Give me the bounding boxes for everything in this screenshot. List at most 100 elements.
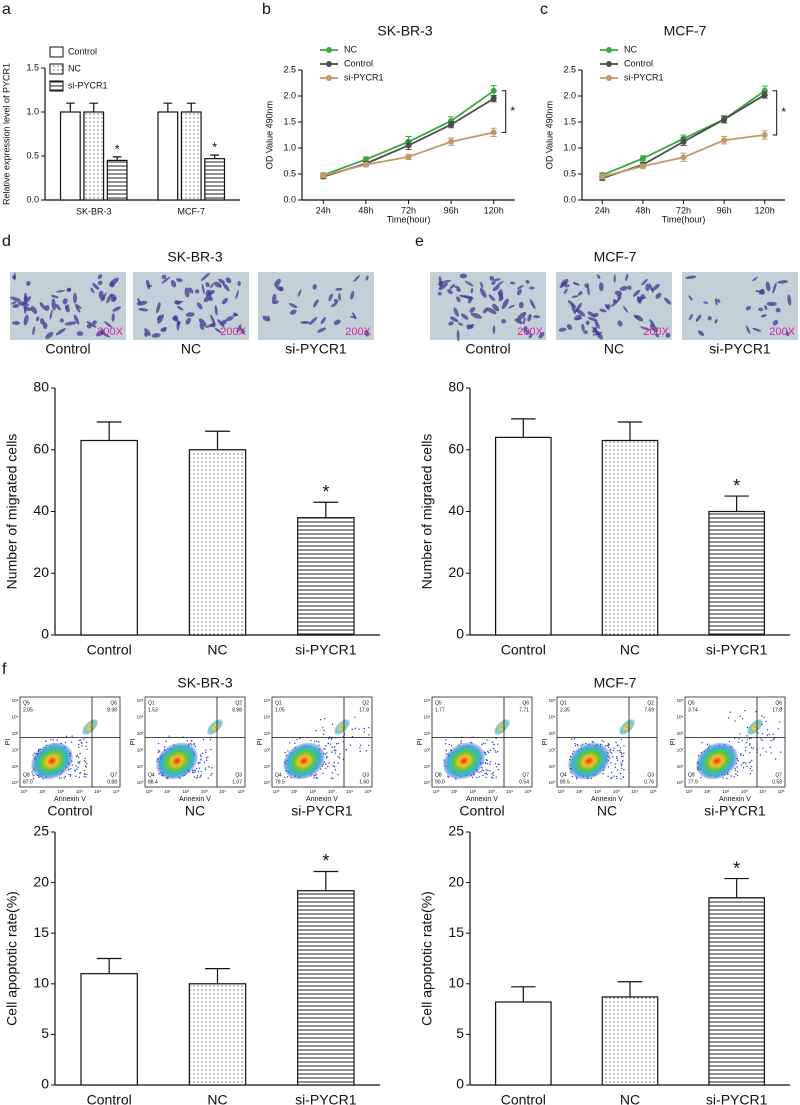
y-tick-label: 60: [33, 440, 49, 456]
event: [480, 771, 482, 773]
event: [193, 769, 195, 771]
cell: [289, 309, 297, 315]
cell: [210, 282, 214, 289]
event: [193, 744, 195, 746]
quadrant-value: 1.07: [232, 779, 242, 785]
cell: [482, 307, 489, 314]
event: [620, 753, 623, 755]
event: [766, 734, 769, 736]
event: [78, 762, 80, 764]
y-tick-label: 15: [448, 924, 464, 940]
event: [762, 747, 764, 749]
y-tick-label: 0.0: [563, 194, 576, 204]
event: [76, 768, 78, 770]
event: [64, 775, 66, 778]
event: [325, 757, 328, 759]
bar: [297, 517, 355, 636]
cell: [59, 318, 64, 323]
quadrant-name: Q7: [522, 772, 529, 778]
y-tick-label: 40: [448, 502, 464, 518]
event: [770, 752, 772, 754]
event: [748, 737, 751, 740]
cell: [45, 331, 54, 339]
event: [617, 745, 619, 747]
x-tick-label: si-PYCR1: [706, 642, 768, 658]
event: [728, 740, 731, 743]
y-tick-label: 5: [456, 1025, 464, 1041]
y-tick-label: 10⁴: [677, 715, 684, 720]
quadrant-value: 0.88: [107, 779, 117, 785]
x-tick-label: 10¹: [39, 789, 46, 794]
quadrant-value: 87.0: [23, 779, 33, 785]
cell: [10, 296, 21, 302]
image-label: si-PYCR1: [285, 341, 347, 357]
cell: [501, 318, 507, 324]
event: [65, 735, 68, 738]
event: [197, 763, 199, 765]
cell: [353, 275, 360, 283]
cell: [176, 320, 180, 331]
marker: [761, 91, 768, 98]
event: [78, 743, 80, 746]
event: [310, 739, 312, 742]
y-axis-label: Number of migrated cells: [4, 434, 20, 590]
event: [68, 768, 70, 771]
event: [478, 771, 480, 774]
bar: [297, 890, 355, 1086]
event: [495, 776, 498, 779]
event: [484, 752, 487, 754]
cell: [331, 302, 337, 308]
quadrant-name: Q5: [435, 700, 442, 706]
event: [196, 775, 199, 777]
error-bar: [511, 418, 536, 438]
event: [200, 775, 202, 777]
y-axis-label: Cell apoptotic rate(%): [4, 891, 20, 1026]
y-tick-label: 10²: [424, 747, 431, 752]
event: [209, 738, 212, 741]
quadrant-name: Q4: [560, 772, 567, 778]
event: [83, 769, 86, 772]
event: [489, 763, 491, 765]
y-tick-label: 10²: [549, 747, 556, 752]
event: [491, 772, 493, 775]
cell: [583, 330, 588, 335]
significance: *: [212, 140, 217, 155]
cell: [464, 280, 474, 287]
cell: [137, 297, 141, 305]
event: [326, 755, 328, 758]
event: [496, 766, 498, 768]
event: [489, 761, 492, 763]
marker: [448, 138, 455, 145]
event: [619, 749, 621, 752]
cell: [752, 277, 758, 282]
x-tick-label: 48h: [635, 205, 650, 215]
cell: [333, 319, 341, 326]
event: [83, 773, 85, 775]
bar: [601, 996, 659, 1086]
event: [325, 767, 327, 769]
event: [737, 741, 740, 743]
event: [574, 742, 576, 745]
event: [158, 750, 161, 753]
event: [741, 739, 743, 742]
event: [734, 767, 736, 770]
error-bar: [724, 877, 749, 898]
density: [494, 719, 510, 735]
event: [202, 738, 205, 741]
quadrant-value: 88.4: [148, 779, 158, 785]
event: [487, 750, 489, 753]
event: [492, 771, 494, 774]
cell: [317, 327, 327, 333]
legend-label: NC: [68, 63, 81, 73]
density: [82, 719, 98, 735]
event: [734, 720, 736, 722]
x-tick-label: 10¹: [704, 789, 711, 794]
cell: [745, 325, 751, 334]
event: [81, 742, 83, 745]
y-tick-label: 25: [33, 823, 49, 839]
cell: [573, 314, 582, 321]
event: [199, 754, 202, 756]
cell: [777, 280, 789, 284]
y-tick-label: 10⁵: [12, 698, 19, 703]
event: [615, 756, 618, 758]
